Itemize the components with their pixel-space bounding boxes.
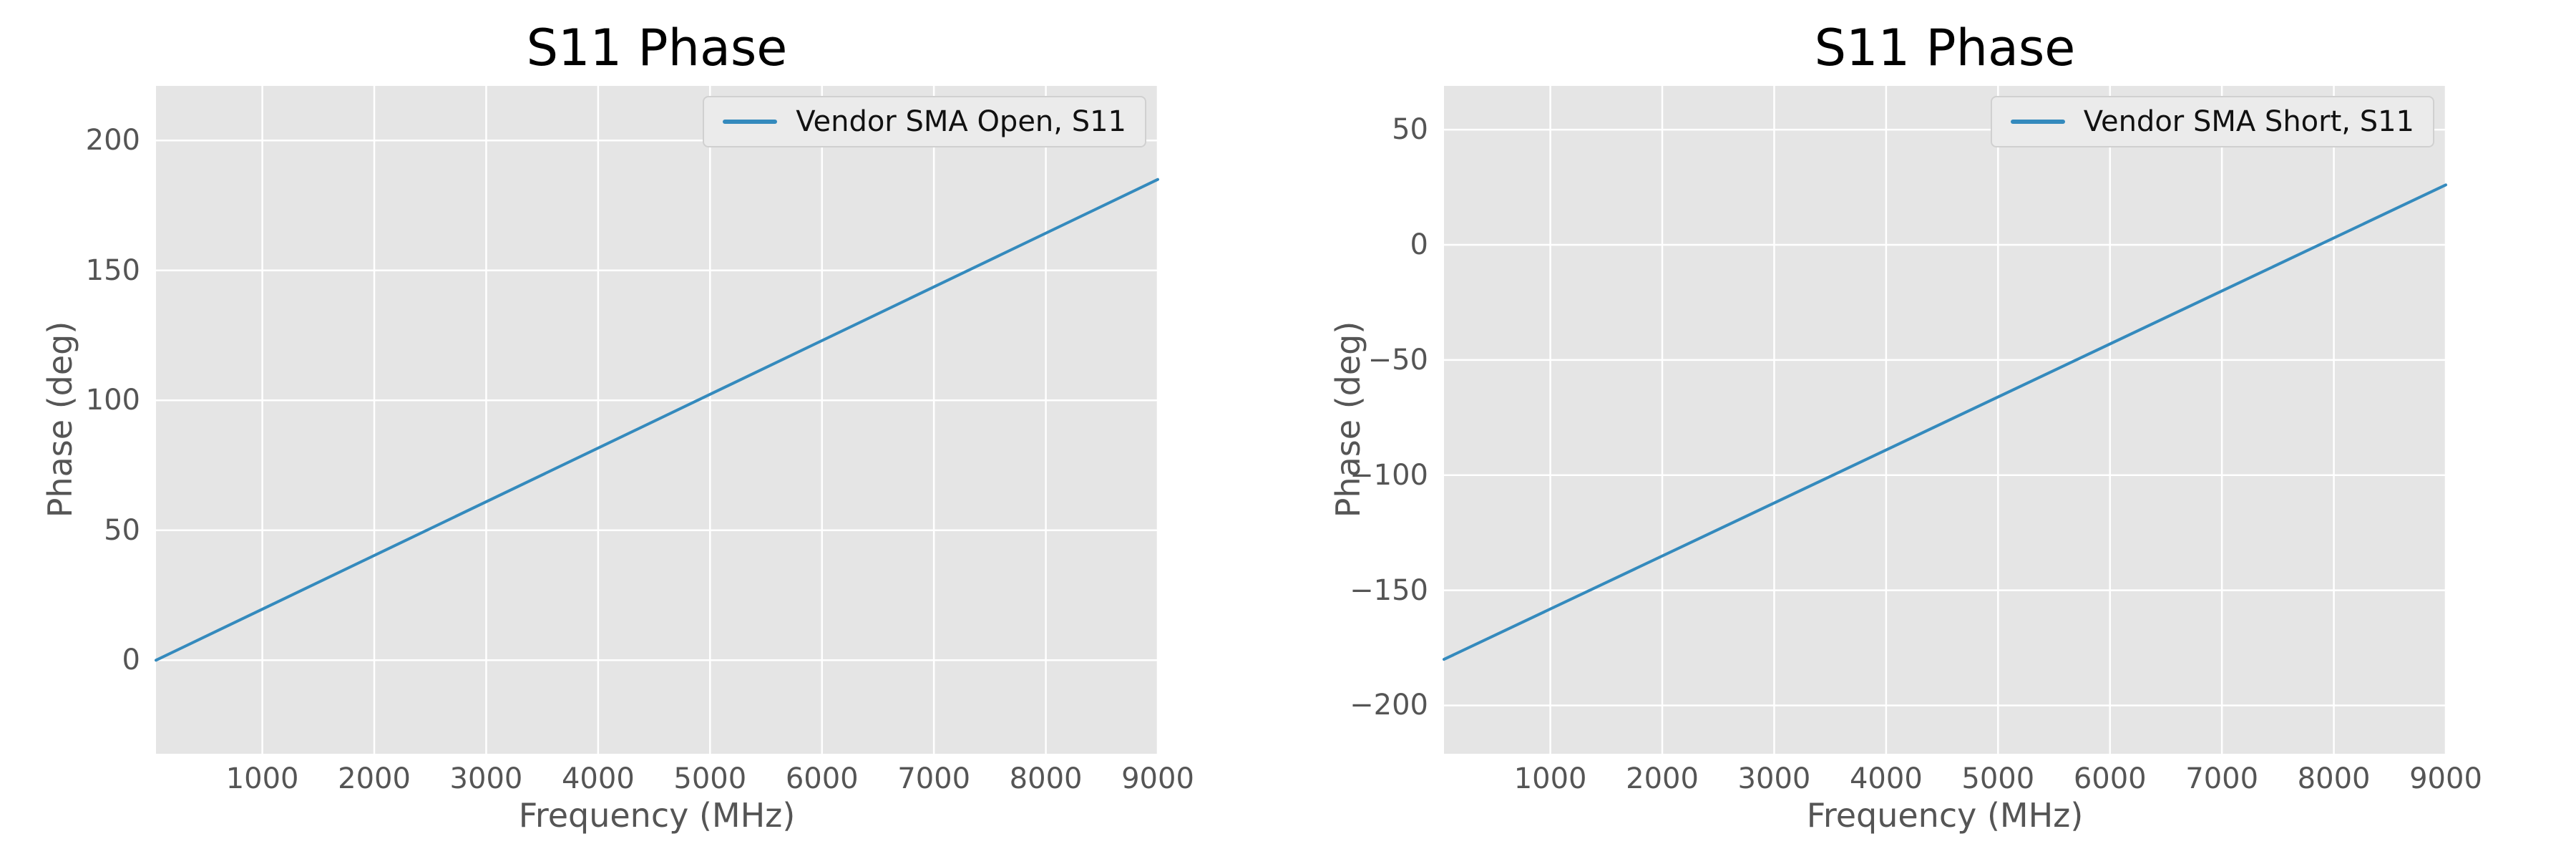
- legend: Vendor SMA Short, S11: [1990, 96, 2434, 147]
- x-tick-label: 6000: [2073, 762, 2147, 795]
- phase-trace: [155, 178, 1159, 662]
- x-tick-label: 4000: [561, 762, 635, 795]
- x-axis-label: Frequency (MHz): [518, 796, 796, 835]
- legend-label: Vendor SMA Short, S11: [2083, 105, 2414, 138]
- chart-s11-open: S11 Phase Frequency (MHz) Phase (deg) Ve…: [41, 19, 1194, 835]
- x-tick-label: 5000: [1961, 762, 2035, 795]
- x-axis-label: Frequency (MHz): [1806, 796, 2084, 835]
- x-tick-label: 2000: [1626, 762, 1699, 795]
- x-tick-label: 7000: [897, 762, 971, 795]
- chart-title: S11 Phase: [1814, 19, 2076, 77]
- y-tick-label: −200: [1350, 689, 1428, 722]
- y-tick-label: −50: [1367, 343, 1428, 377]
- x-tick-label: 7000: [2185, 762, 2259, 795]
- y-axis-label: Phase (deg): [41, 321, 79, 518]
- y-tick-label: 150: [85, 253, 140, 287]
- y-tick-label: −100: [1350, 458, 1428, 492]
- y-tick-label: 0: [122, 644, 140, 677]
- chart-s11-short: S11 Phase Frequency (MHz) Phase (deg) Ve…: [1288, 0, 2576, 859]
- x-tick-label: 3000: [449, 762, 523, 795]
- y-tick-label: 100: [85, 384, 140, 417]
- x-tick-label: 3000: [1737, 762, 1811, 795]
- x-tick-label: 8000: [2297, 762, 2371, 795]
- legend-line-sample: [2010, 120, 2065, 124]
- y-tick-label: 200: [85, 124, 140, 157]
- x-tick-label: 4000: [1849, 762, 1923, 795]
- x-tick-label: 9000: [2409, 762, 2482, 795]
- x-tick-label: 1000: [225, 762, 299, 795]
- x-tick-label: 1000: [1513, 762, 1587, 795]
- x-tick-label: 2000: [338, 762, 411, 795]
- legend-line-sample: [723, 120, 778, 124]
- y-tick-label: 50: [104, 513, 140, 547]
- y-tick-label: 50: [1392, 113, 1428, 147]
- plot-area: [155, 86, 1159, 754]
- phase-trace: [1443, 183, 2447, 661]
- x-tick-label: 5000: [673, 762, 747, 795]
- plot-area: [1443, 86, 2447, 754]
- x-tick-label: 8000: [1009, 762, 1083, 795]
- legend: Vendor SMA Open, S11: [703, 96, 1146, 147]
- axes-background: [1444, 86, 2446, 754]
- chart-title: S11 Phase: [526, 19, 788, 77]
- x-tick-label: 6000: [785, 762, 859, 795]
- y-tick-label: −150: [1350, 573, 1428, 607]
- x-tick-label: 9000: [1121, 762, 1194, 795]
- legend-label: Vendor SMA Open, S11: [796, 105, 1126, 138]
- y-tick-label: 0: [1410, 228, 1428, 261]
